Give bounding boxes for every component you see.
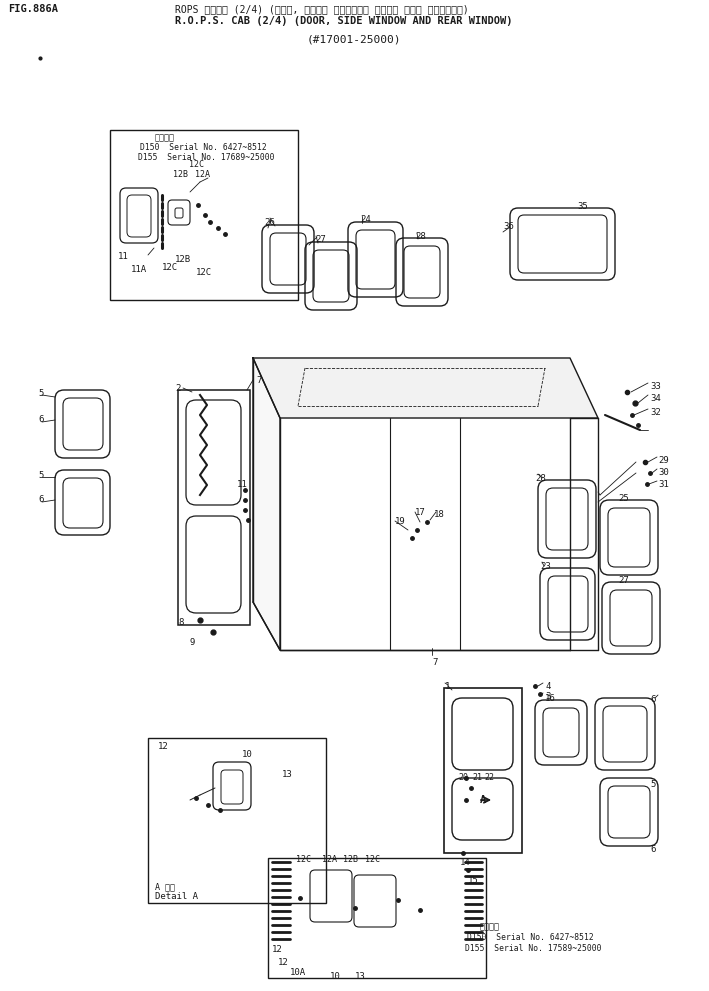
- Text: 2: 2: [175, 384, 180, 393]
- Text: 6: 6: [38, 415, 43, 424]
- Bar: [148, 738, 326, 903]
- Text: 27: 27: [618, 576, 629, 585]
- Text: 16: 16: [545, 694, 556, 703]
- Text: R.O.P.S. CAB (2/4) (DOOR, SIDE WINDOW AND REAR WINDOW): R.O.P.S. CAB (2/4) (DOOR, SIDE WINDOW AN…: [175, 16, 513, 26]
- Text: (#17001-25000): (#17001-25000): [307, 35, 401, 45]
- Text: 7: 7: [256, 376, 262, 385]
- Text: 11: 11: [118, 252, 129, 261]
- Bar: [444, 688, 522, 853]
- Text: A: A: [480, 795, 486, 805]
- Text: ROPS キャブ゜ (2/4) (ドアー, サイド゜ ウインドー゜ および゜ リアー ウインドー゜): ROPS キャブ゜ (2/4) (ドアー, サイド゜ ウインドー゜ および゜ リ…: [175, 4, 469, 14]
- Text: 4: 4: [545, 682, 550, 691]
- Text: 35: 35: [577, 202, 588, 211]
- Bar: [268, 858, 486, 978]
- Text: 32: 32: [650, 408, 661, 417]
- Text: 5: 5: [38, 471, 43, 480]
- Text: 3: 3: [545, 692, 550, 701]
- Text: 29: 29: [658, 456, 669, 465]
- Text: 22: 22: [484, 773, 494, 782]
- Text: 10: 10: [242, 750, 252, 759]
- Text: 15: 15: [468, 876, 479, 885]
- Text: 18: 18: [434, 510, 445, 519]
- Text: 6: 6: [38, 496, 43, 504]
- Text: 10A: 10A: [290, 968, 306, 977]
- Text: 21: 21: [472, 773, 482, 782]
- Text: 25: 25: [618, 494, 629, 503]
- Text: 適用号機: 適用号機: [155, 133, 175, 142]
- Text: 34: 34: [650, 394, 661, 403]
- Text: 5: 5: [38, 388, 43, 397]
- Text: D150  Serial No. 6427~8512: D150 Serial No. 6427~8512: [467, 933, 593, 942]
- Text: 36: 36: [503, 222, 514, 231]
- Polygon shape: [253, 358, 598, 418]
- Text: 28: 28: [535, 474, 546, 483]
- Text: 6: 6: [650, 845, 655, 854]
- Text: 12C: 12C: [189, 160, 204, 169]
- Text: 12B: 12B: [173, 170, 188, 179]
- Bar: [110, 130, 298, 300]
- Text: 27: 27: [315, 235, 325, 244]
- Text: D155  Serial No. 17689~25000: D155 Serial No. 17689~25000: [138, 153, 274, 162]
- Text: 20: 20: [458, 773, 468, 782]
- Text: 適用号機: 適用号機: [480, 922, 500, 931]
- Text: 30: 30: [658, 468, 669, 477]
- Text: FIG.886A: FIG.886A: [8, 4, 58, 14]
- Text: D150  Serial No. 6427~8512: D150 Serial No. 6427~8512: [140, 143, 267, 152]
- Text: 12B: 12B: [343, 855, 358, 864]
- Text: 11: 11: [237, 480, 247, 489]
- Text: 19: 19: [395, 517, 406, 526]
- Text: 5: 5: [650, 780, 655, 789]
- Text: 9: 9: [190, 638, 196, 647]
- Bar: [178, 390, 250, 625]
- Text: Detail A: Detail A: [155, 892, 198, 901]
- Text: A 詳細: A 詳細: [155, 882, 175, 891]
- Text: 1: 1: [445, 682, 450, 691]
- Text: 14: 14: [460, 858, 471, 867]
- Text: 11A: 11A: [131, 265, 147, 274]
- Text: 28: 28: [415, 232, 425, 241]
- Text: 7: 7: [432, 658, 437, 667]
- Text: 13: 13: [282, 770, 293, 779]
- Text: 12C: 12C: [162, 263, 178, 272]
- Polygon shape: [253, 358, 280, 650]
- Text: 12: 12: [278, 958, 289, 967]
- Text: 12C: 12C: [365, 855, 380, 864]
- Text: 12C: 12C: [196, 268, 212, 277]
- Text: 13: 13: [355, 972, 366, 981]
- Text: 24: 24: [360, 215, 371, 224]
- Text: 12A: 12A: [322, 855, 337, 864]
- Text: 23: 23: [540, 562, 551, 571]
- Text: 31: 31: [658, 480, 669, 489]
- Text: D155  Serial No. 17589~25000: D155 Serial No. 17589~25000: [465, 944, 601, 953]
- Text: 12A: 12A: [195, 170, 210, 179]
- Text: 6: 6: [650, 695, 655, 704]
- Text: 33: 33: [650, 382, 661, 391]
- Text: 17: 17: [415, 508, 425, 517]
- Text: 12B: 12B: [175, 255, 191, 264]
- Text: 12C: 12C: [296, 855, 311, 864]
- Text: 12: 12: [272, 945, 283, 954]
- Text: 8: 8: [178, 618, 184, 627]
- Text: 10: 10: [330, 972, 341, 981]
- Text: 26: 26: [264, 218, 275, 227]
- Text: 12: 12: [158, 742, 169, 751]
